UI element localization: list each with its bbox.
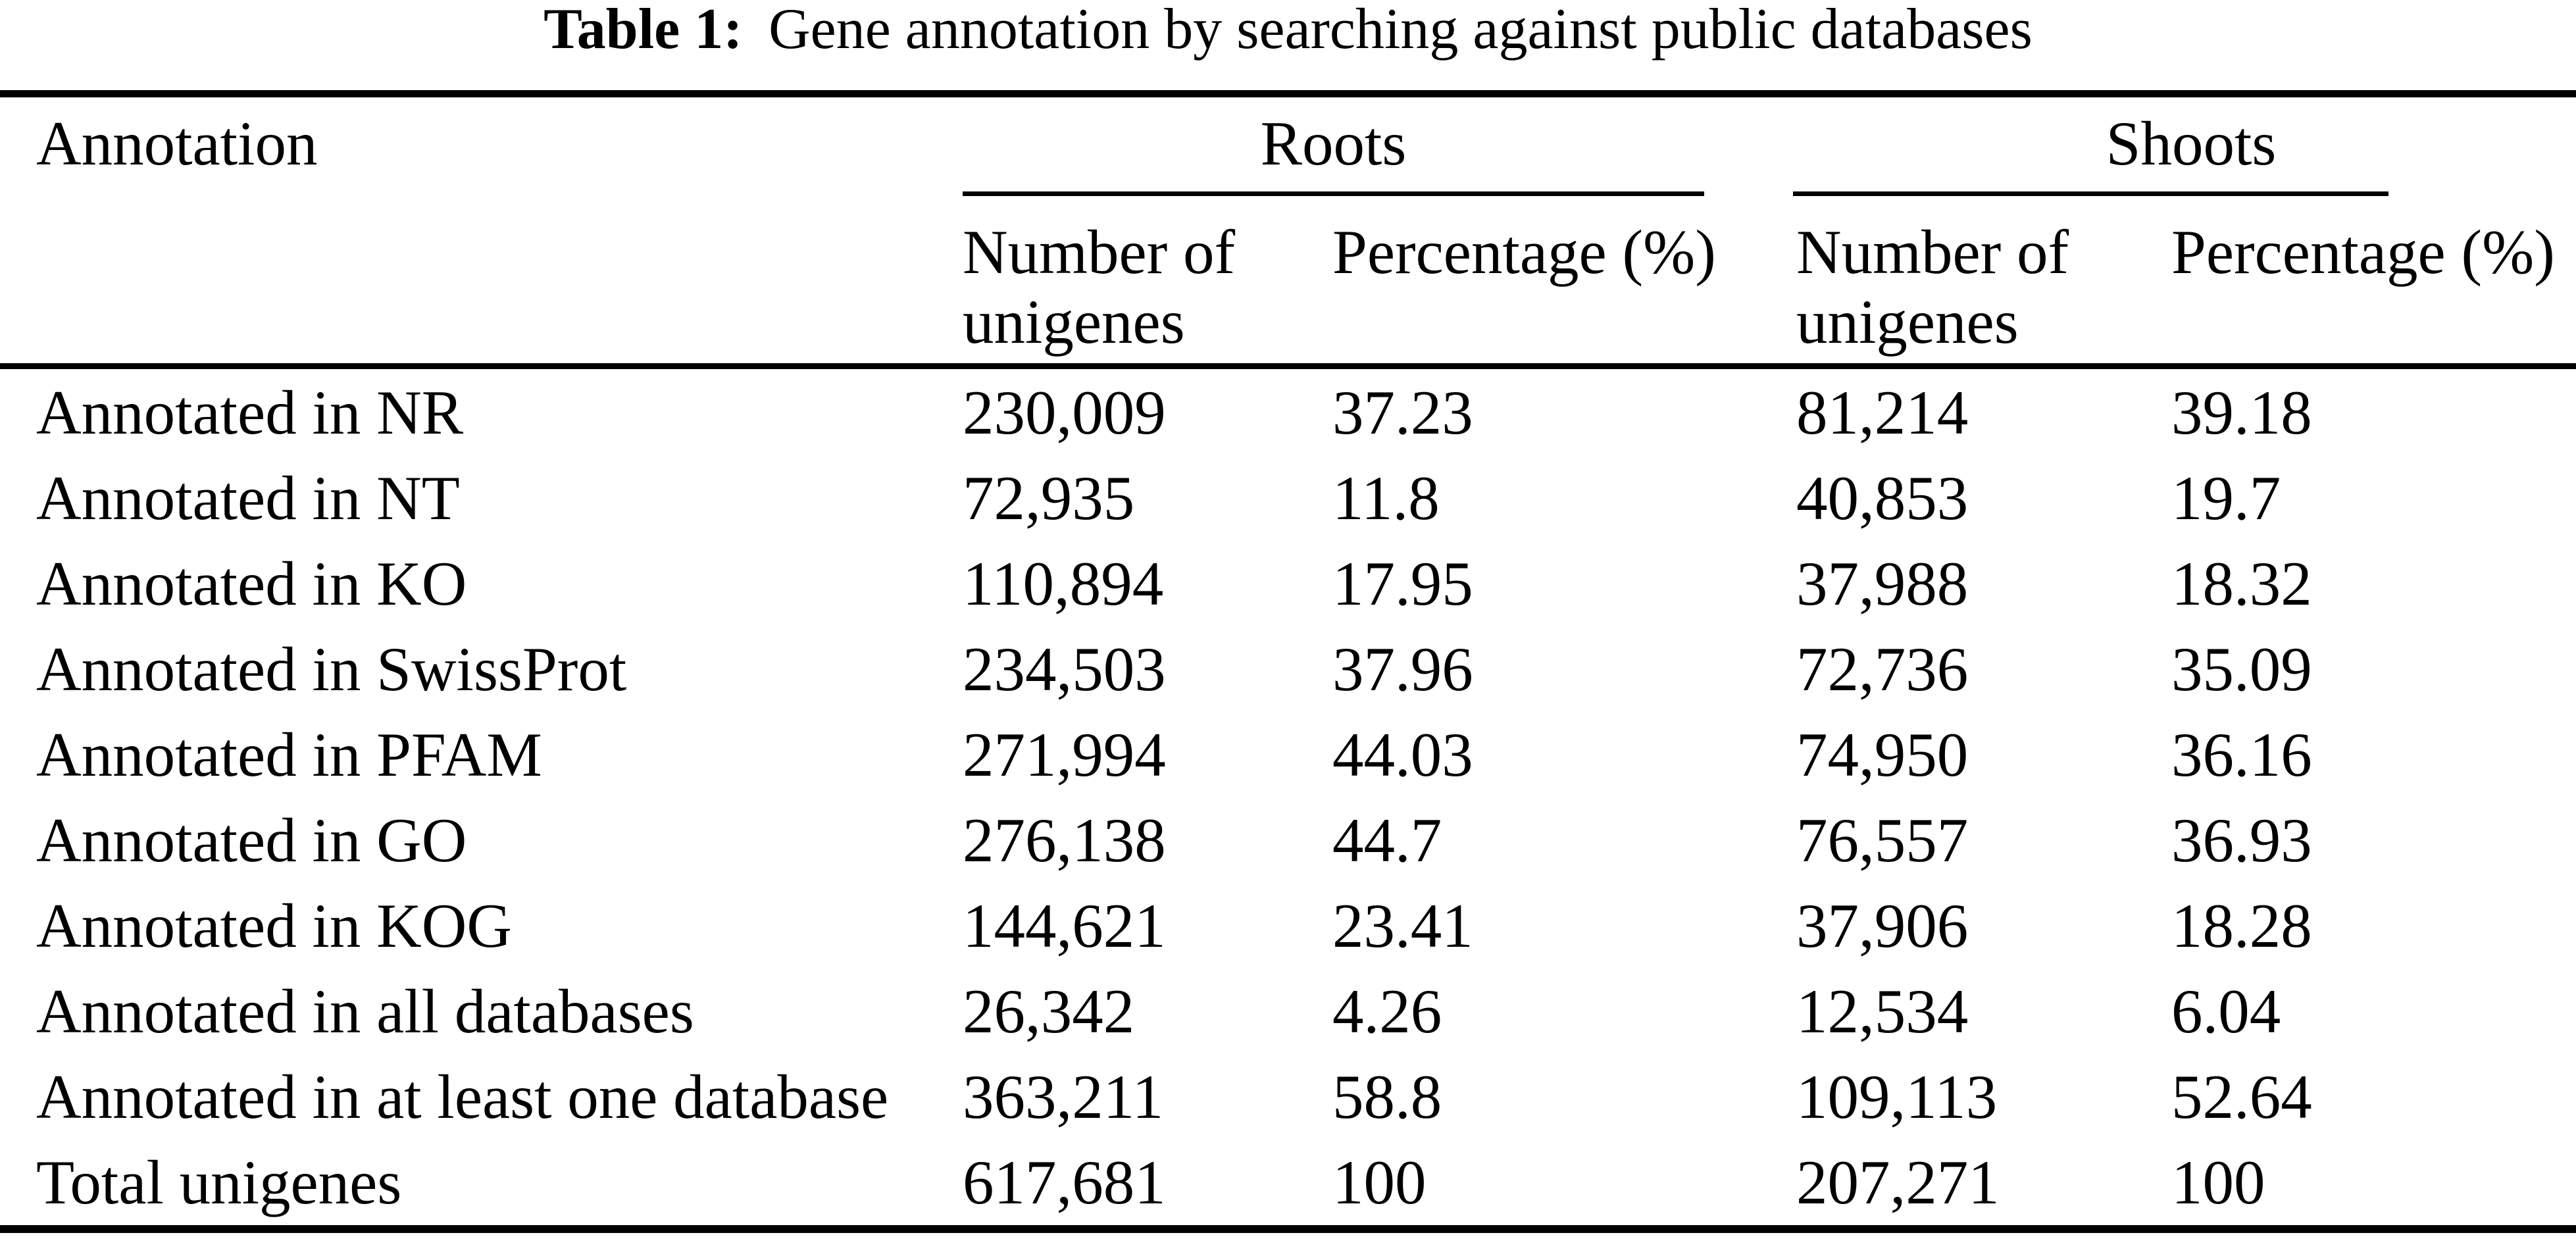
table-row: Annotated in GO 276,138 44.7 76,557 36.9… [0, 797, 2576, 883]
bottom-rule [0, 1225, 2576, 1233]
row-label: Annotated in KOG [36, 890, 512, 961]
shoots-percentage-cell: 35.09 [2171, 634, 2312, 704]
shoots-percentage-cell: 18.32 [2171, 548, 2312, 618]
row-label: Annotated in KO [36, 548, 467, 618]
table-caption: Table 1: Gene annotation by searching aga… [0, 0, 2576, 63]
column-header-roots-number: Number of unigenes [963, 217, 1236, 357]
table-row: Annotated in SwissProt 234,503 37.96 72,… [0, 626, 2576, 712]
shoots-number-cell: 72,736 [1796, 634, 1969, 704]
roots-percentage-cell: 4.26 [1332, 976, 1442, 1046]
shoots-group-rule [1793, 191, 2388, 196]
column-header-shoots-percentage: Percentage (%) [2171, 217, 2555, 287]
row-label: Annotated in GO [36, 805, 467, 875]
table-row: Annotated in PFAM 271,994 44.03 74,950 3… [0, 712, 2576, 797]
row-label: Annotated in all databases [36, 976, 694, 1046]
roots-group-rule [963, 191, 1704, 196]
shoots-number-cell: 74,950 [1796, 719, 1969, 790]
shoots-number-cell: 12,534 [1796, 976, 1969, 1046]
roots-number-cell: 363,211 [963, 1061, 1164, 1132]
roots-percentage-cell: 11.8 [1332, 463, 1440, 533]
roots-percentage-cell: 58.8 [1332, 1061, 1442, 1132]
table-caption-label: Table 1: [543, 0, 743, 61]
row-label: Annotated in NT [36, 463, 460, 533]
row-label: Annotated in NR [36, 377, 464, 447]
shoots-number-cell: 40,853 [1796, 463, 1969, 533]
roots-percentage-cell: 17.95 [1332, 548, 1473, 618]
row-label: Annotated in at least one database [36, 1061, 889, 1132]
roots-percentage-cell: 44.03 [1332, 719, 1473, 790]
roots-percentage-cell: 44.7 [1332, 805, 1442, 875]
column-header-annotation: Annotation [36, 109, 318, 178]
shoots-number-cell: 207,271 [1796, 1147, 2000, 1217]
row-label: Annotated in PFAM [36, 719, 542, 790]
table-body: Annotated in NR 230,009 37.23 81,214 39.… [0, 370, 2576, 1225]
table-row: Annotated in KO 110,894 17.95 37,988 18.… [0, 541, 2576, 626]
table-row: Annotated in KOG 144,621 23.41 37,906 18… [0, 883, 2576, 969]
shoots-number-cell: 37,906 [1796, 890, 1969, 961]
roots-percentage-cell: 37.23 [1332, 377, 1473, 447]
roots-number-cell: 110,894 [963, 548, 1164, 618]
shoots-percentage-cell: 6.04 [2171, 976, 2281, 1046]
roots-percentage-cell: 100 [1332, 1147, 1427, 1217]
table-row: Annotated in NT 72,935 11.8 40,853 19.7 [0, 455, 2576, 541]
shoots-percentage-cell: 100 [2171, 1147, 2265, 1217]
column-group-header-roots: Roots [1260, 109, 1407, 178]
roots-number-cell: 72,935 [963, 463, 1135, 533]
table-row: Annotated in all databases 26,342 4.26 1… [0, 969, 2576, 1054]
roots-number-cell: 617,681 [963, 1147, 1166, 1217]
row-label: Total unigenes [36, 1147, 402, 1217]
header-rule [0, 363, 2576, 369]
roots-number-cell: 144,621 [963, 890, 1166, 961]
roots-percentage-cell: 23.41 [1332, 890, 1473, 961]
roots-number-cell: 234,503 [963, 634, 1166, 704]
column-header-roots-percentage: Percentage (%) [1332, 217, 1716, 287]
roots-percentage-cell: 37.96 [1332, 634, 1473, 704]
roots-number-cell: 26,342 [963, 976, 1135, 1046]
column-group-header-shoots: Shoots [2106, 109, 2277, 178]
roots-number-cell: 230,009 [963, 377, 1166, 447]
table-row: Total unigenes 617,681 100 207,271 100 [0, 1140, 2576, 1225]
top-rule [0, 90, 2576, 97]
shoots-percentage-cell: 36.16 [2171, 719, 2312, 790]
shoots-percentage-cell: 36.93 [2171, 805, 2312, 875]
roots-number-cell: 271,994 [963, 719, 1166, 790]
shoots-number-cell: 76,557 [1796, 805, 1969, 875]
shoots-percentage-cell: 19.7 [2171, 463, 2281, 533]
shoots-percentage-cell: 52.64 [2171, 1061, 2312, 1132]
shoots-number-cell: 109,113 [1796, 1061, 1998, 1132]
table-row: Annotated in NR 230,009 37.23 81,214 39.… [0, 370, 2576, 455]
column-header-shoots-number: Number of unigenes [1796, 217, 2069, 357]
shoots-percentage-cell: 18.28 [2171, 890, 2312, 961]
shoots-number-cell: 81,214 [1796, 377, 1969, 447]
row-label: Annotated in SwissProt [36, 634, 627, 704]
shoots-percentage-cell: 39.18 [2171, 377, 2312, 447]
roots-number-cell: 276,138 [963, 805, 1166, 875]
table-caption-text: Gene annotation by searching against pub… [769, 0, 2033, 61]
shoots-number-cell: 37,988 [1796, 548, 1969, 618]
table-row: Annotated in at least one database 363,2… [0, 1054, 2576, 1140]
